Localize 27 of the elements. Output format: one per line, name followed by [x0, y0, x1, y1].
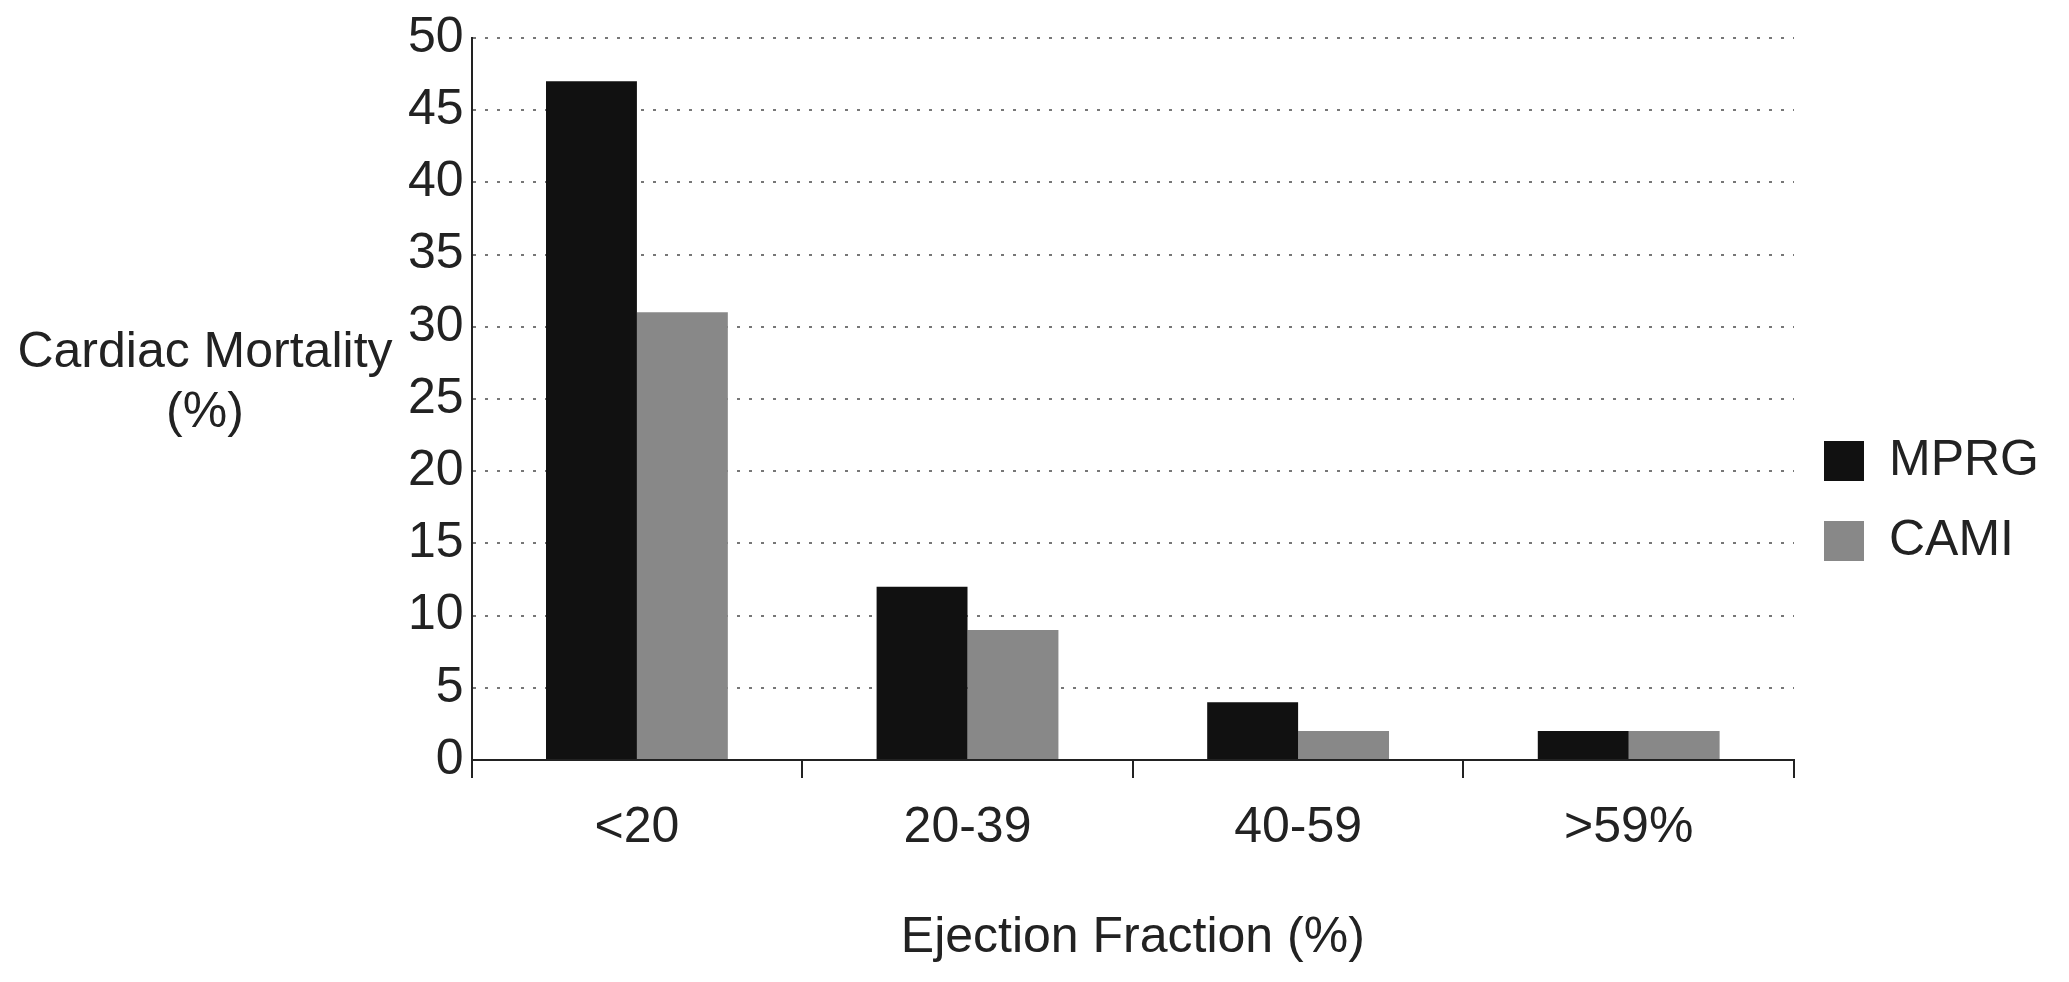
y-tick-label: 10	[407, 584, 464, 641]
y-tick-label: 30	[407, 295, 464, 352]
y-tick-label: 25	[407, 367, 464, 424]
bar	[1537, 731, 1629, 759]
bar	[1298, 731, 1390, 759]
y-tick-label: 20	[407, 439, 464, 496]
bar	[876, 586, 968, 759]
y-tick-label: 0	[435, 728, 464, 785]
bar	[1628, 731, 1720, 759]
y-tick-label: 45	[407, 78, 464, 135]
x-tick-label: 20-39	[903, 796, 1032, 853]
y-axis-title: Cardiac Mortality (%)	[16, 321, 394, 440]
x-tick-label: 40-59	[1234, 796, 1363, 853]
bar	[546, 81, 637, 759]
bar	[636, 312, 728, 759]
bar	[967, 630, 1059, 759]
y-tick-label: 5	[435, 656, 464, 713]
x-tick-label: <20	[594, 796, 680, 853]
y-tick-label: 40	[407, 151, 464, 208]
x-axis-title: Ejection Fraction (%)	[900, 906, 1365, 963]
x-tick-label: >59%	[1564, 796, 1694, 853]
y-tick-label: 15	[407, 512, 464, 569]
bar	[1207, 702, 1299, 759]
y-tick-label: 35	[407, 223, 464, 280]
y-tick-label: 50	[407, 6, 464, 63]
legend-label: MPRG	[1889, 429, 2039, 486]
legend-label: CAMI	[1889, 509, 2014, 566]
